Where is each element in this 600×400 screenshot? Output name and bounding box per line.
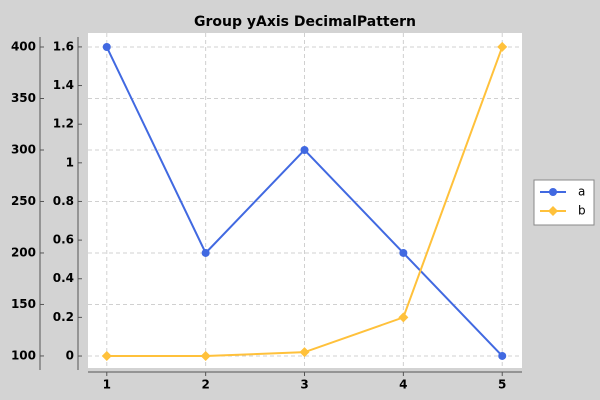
data-point — [200, 351, 211, 362]
data-point — [201, 248, 210, 257]
y2-tick-label: 0.4 — [53, 271, 74, 285]
x-tick-label: 2 — [201, 378, 209, 392]
data-point — [299, 347, 310, 358]
data-point — [398, 312, 409, 323]
y2-tick-label: 0 — [66, 349, 74, 363]
legend-marker — [548, 206, 558, 216]
y-tick-label: 100 — [11, 348, 36, 362]
x-tick-label: 4 — [399, 378, 407, 392]
data-point — [102, 43, 111, 52]
data-point — [101, 351, 112, 362]
y2-tick-label: 0.8 — [53, 194, 74, 208]
y-tick-label: 350 — [11, 91, 36, 105]
y2-tick-label: 0.6 — [53, 233, 74, 247]
data-point — [498, 351, 507, 360]
y2-tick-label: 1 — [66, 155, 74, 169]
legend-marker — [549, 188, 557, 196]
y2-tick-label: 1.4 — [53, 78, 74, 92]
y2-tick-label: 0.2 — [53, 310, 74, 324]
y-tick-label: 250 — [11, 194, 36, 208]
legend-label: b — [578, 204, 586, 218]
legend — [533, 179, 595, 226]
x-tick-label: 5 — [498, 378, 506, 392]
data-point — [300, 145, 309, 154]
x-tick-label: 3 — [300, 378, 308, 392]
data-point — [399, 248, 408, 257]
y-tick-label: 300 — [11, 142, 36, 156]
y-tick-label: 200 — [11, 245, 36, 259]
legend-label: a — [578, 185, 585, 199]
y2-tick-label: 1.6 — [53, 39, 74, 53]
chart-title: Group yAxis DecimalPattern — [194, 14, 416, 30]
plot-area — [88, 33, 522, 368]
y-tick-label: 400 — [11, 40, 36, 54]
data-point — [497, 41, 508, 52]
x-tick-label: 1 — [103, 378, 111, 392]
y2-tick-label: 1.2 — [53, 117, 74, 131]
y-tick-label: 150 — [11, 297, 36, 311]
